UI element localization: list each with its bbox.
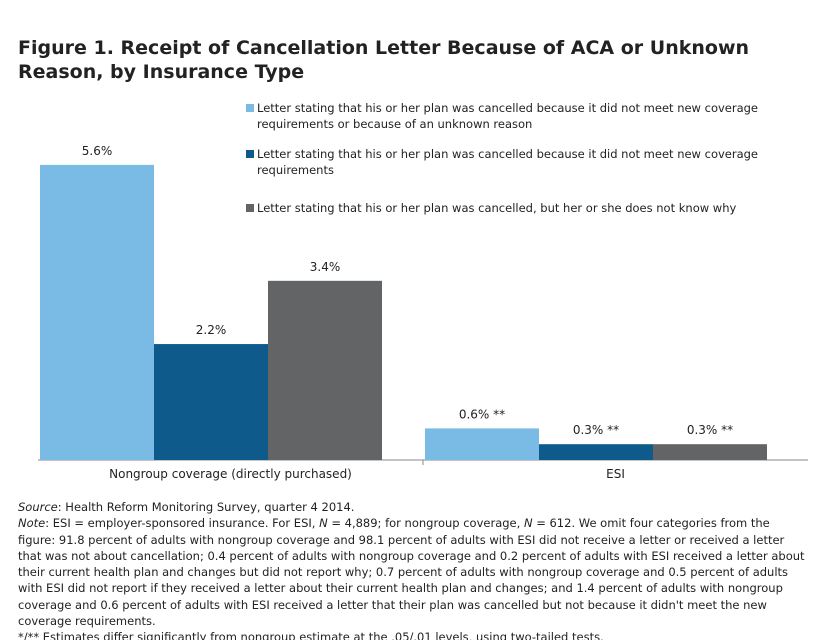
value-label: 2.2% — [196, 323, 227, 337]
value-label: 0.3% ** — [573, 423, 619, 437]
value-label: 5.6% — [82, 144, 113, 158]
legend-item: Letter stating that his or her plan was … — [246, 146, 816, 178]
legend: Letter stating that his or her plan was … — [246, 100, 816, 216]
value-label: 0.3% ** — [687, 423, 733, 437]
notes: Source: Health Reform Monitoring Survey,… — [18, 499, 808, 640]
note: Note: ESI = employer-sponsored insurance… — [18, 515, 808, 629]
legend-label: Letter stating that his or her plan was … — [257, 201, 737, 215]
legend-item: Letter stating that his or her plan was … — [246, 100, 816, 132]
bar — [154, 344, 268, 460]
bar — [268, 280, 382, 460]
note-text: Note — [18, 516, 46, 531]
source-note: Source: Health Reform Monitoring Survey,… — [18, 499, 808, 515]
legend-label: Letter stating that his or her plan was … — [257, 101, 759, 131]
value-label: 0.6% ** — [459, 407, 505, 421]
note-text: : ESI = employer-sponsored insurance. Fo… — [45, 516, 320, 531]
bar — [425, 428, 539, 460]
bar — [539, 444, 653, 460]
note-text: N — [523, 516, 533, 531]
value-label: 3.4% — [310, 260, 341, 274]
note-text: Source — [18, 500, 58, 514]
x-tick-label: ESI — [606, 467, 625, 481]
legend-label: Letter stating that his or her plan was … — [257, 147, 759, 177]
note-text: = 4,889; for nongroup coverage, — [327, 516, 524, 531]
note-text: : Health Reform Monitoring Survey, quart… — [57, 500, 355, 514]
bar — [653, 444, 767, 460]
legend-swatch — [246, 204, 254, 212]
chart-title: Figure 1. Receipt of Cancellation Letter… — [18, 37, 750, 83]
chart: Nongroup coverage (directly purchased) 5.… — [38, 144, 808, 481]
legend-swatch — [246, 150, 254, 158]
significance-note: */** Estimates differ significantly from… — [18, 630, 604, 640]
legend-item: Letter stating that his or her plan was … — [246, 200, 816, 216]
note-text: = 612. We omit four categories from the … — [18, 516, 805, 629]
legend-swatch — [246, 104, 254, 112]
bar — [40, 164, 154, 460]
x-tick-label: Nongroup coverage (directly purchased) — [109, 467, 352, 481]
note-text: N — [319, 516, 328, 531]
